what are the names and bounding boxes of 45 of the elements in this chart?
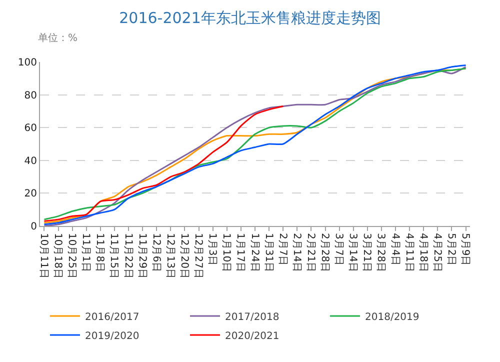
x-tick-label: 11月1日	[80, 233, 92, 272]
x-tick-label: 2月7日	[276, 233, 288, 266]
line-series	[43, 106, 284, 222]
x-tick-label: 2月21日	[304, 233, 316, 272]
legend-label: 2019/2020	[85, 330, 140, 342]
x-tick-label: 1月24日	[248, 233, 260, 272]
x-tick-label: 11月15日	[108, 233, 120, 278]
x-tick-label: 10月18日	[52, 233, 64, 278]
x-tick-label: 11月22日	[122, 233, 134, 278]
x-tick-label: 4月18日	[417, 233, 428, 272]
x-tick-label: 12月20日	[178, 233, 190, 278]
x-tick-label: 5月9日	[460, 233, 471, 266]
x-tick-label: 12月6日	[150, 233, 162, 272]
x-tick-label: 3月21日	[361, 233, 372, 272]
x-tick-label: 3月7日	[333, 233, 344, 266]
x-tick-label: 5月2日	[445, 233, 456, 266]
legend-label: 2018/2019	[365, 312, 420, 323]
y-tick-label: 0	[30, 222, 37, 232]
x-tick-label: 12月13日	[164, 233, 176, 278]
legend-label: 2016/2017	[85, 312, 140, 323]
y-tick-label: 40	[24, 156, 37, 167]
x-tick-label: 2月14日	[290, 233, 302, 272]
y-tick-label: 60	[24, 123, 37, 134]
x-tick-label: 1月3日	[206, 233, 218, 266]
y-axis-title: 单位：%	[38, 32, 78, 44]
x-tick-label: 2月28日	[319, 233, 330, 272]
x-tick-label: 1月10日	[220, 233, 232, 272]
x-tick-label: 12月27日	[192, 233, 204, 278]
y-tick-label: 80	[24, 90, 37, 102]
y-tick-label: 20	[24, 188, 37, 200]
legend-label: 2020/2021	[225, 330, 280, 342]
legend-label: 2017/2018	[225, 312, 280, 323]
x-tick-label: 1月17日	[234, 233, 246, 272]
x-tick-label: 3月14日	[347, 233, 358, 272]
x-tick-label: 3月28日	[375, 233, 386, 272]
x-tick-label: 10月11日	[38, 233, 49, 278]
x-tick-label: 4月4日	[389, 233, 400, 266]
x-tick-label: 11月29日	[136, 233, 148, 278]
x-tick-label: 4月25日	[431, 233, 442, 272]
x-tick-label: 4月11日	[403, 233, 414, 272]
x-tick-label: 11月8日	[94, 233, 106, 272]
chart-title: 2016-2021年东北玉米售粮进度走势图	[119, 9, 381, 28]
x-tick-label: 10月25日	[66, 233, 78, 278]
y-tick-label: 100	[18, 58, 37, 68]
x-tick-label: 1月31日	[262, 233, 274, 272]
